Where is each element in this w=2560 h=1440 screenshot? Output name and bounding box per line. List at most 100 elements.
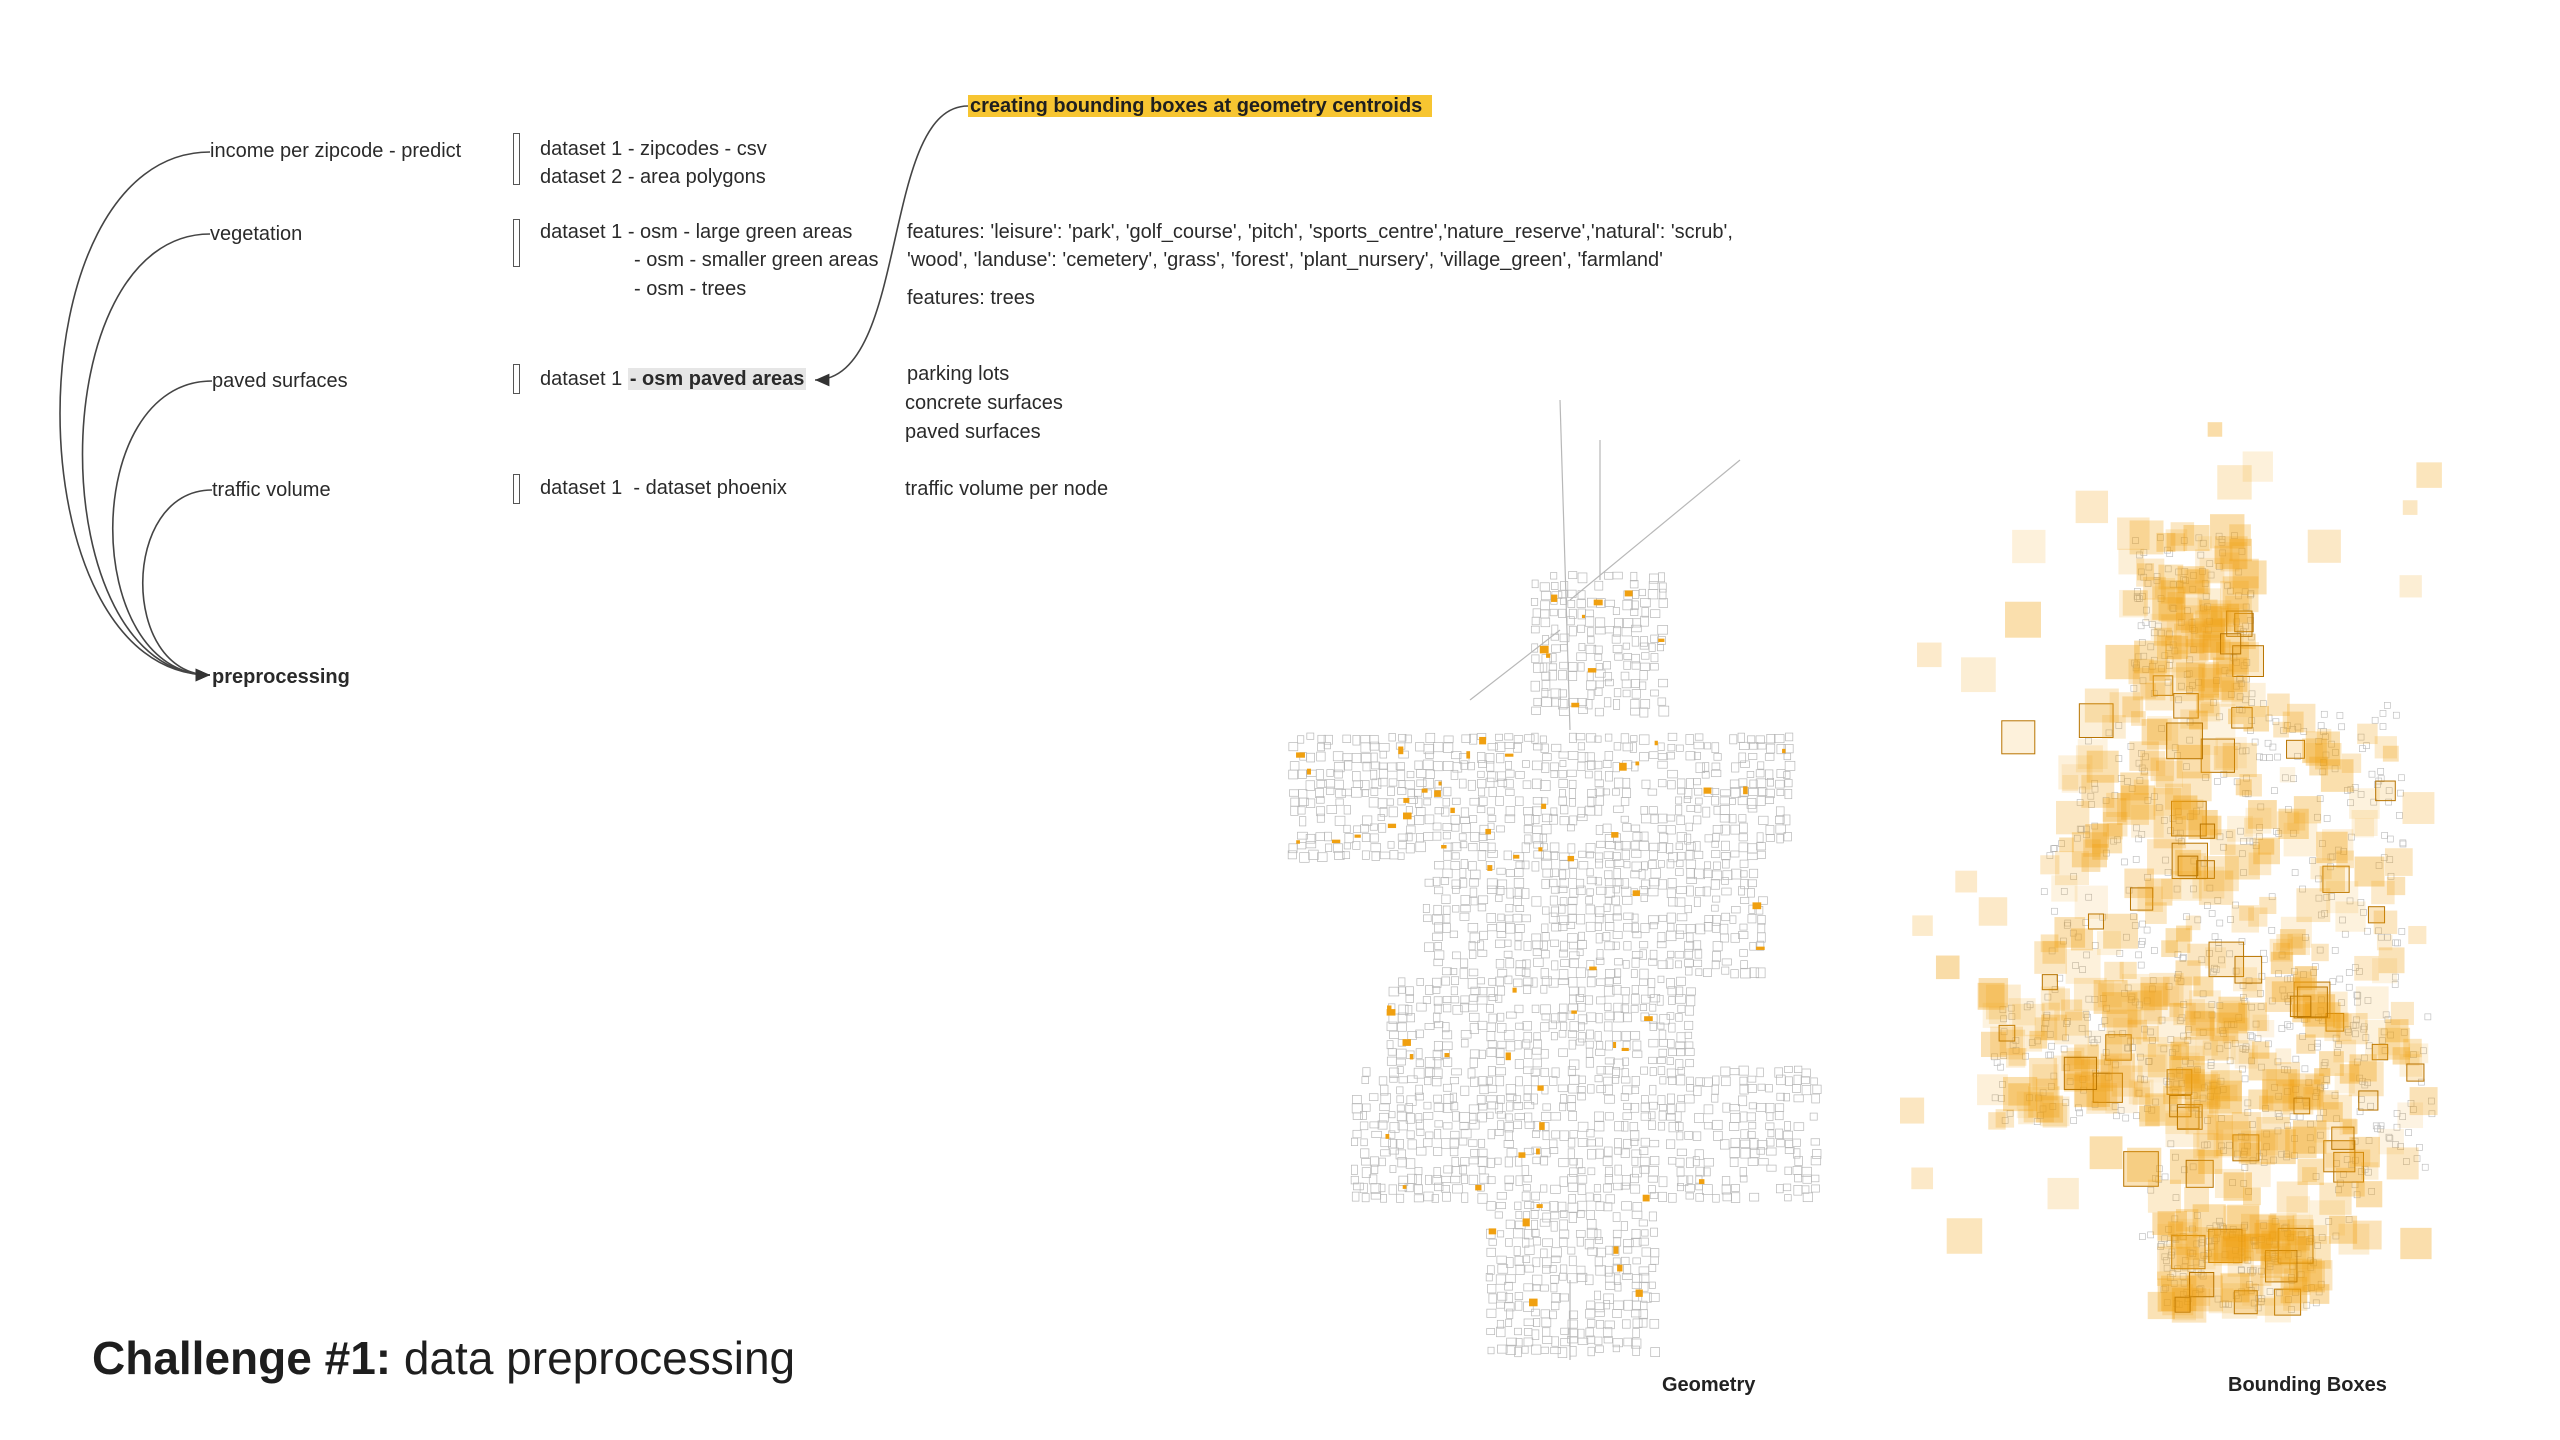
- bounding-box: [2378, 947, 2405, 974]
- street-block: [1722, 859, 1730, 869]
- street-block: [1575, 1230, 1586, 1238]
- bounding-box: [2199, 823, 2216, 839]
- street-block: [1548, 1310, 1557, 1320]
- street-block: [2132, 537, 2139, 544]
- street-block: [1496, 922, 1507, 932]
- street-block: [1495, 733, 1503, 741]
- street-block: [1749, 1192, 1760, 1202]
- street-block: [2218, 538, 2226, 546]
- street-block: [2152, 1098, 2159, 1106]
- street-block: [1605, 1040, 1613, 1051]
- street-block: [1650, 1256, 1659, 1265]
- street-block: [2173, 885, 2181, 893]
- street-block: [1434, 922, 1444, 933]
- street-block: [2248, 1057, 2256, 1065]
- street-block: [2179, 1233, 2187, 1241]
- paved-area-speck: [1485, 828, 1491, 835]
- bounding-box: [2100, 1053, 2135, 1088]
- street-block: [2351, 784, 2359, 791]
- street-block: [1758, 815, 1769, 825]
- dataset-vegetation-2: - osm - smaller green areas: [634, 249, 879, 271]
- street-block: [2245, 977, 2253, 985]
- street-block: [1603, 1293, 1614, 1304]
- street-block: [1522, 1021, 1532, 1031]
- street-block: [2111, 1103, 2119, 1110]
- street-block: [1386, 1021, 1398, 1032]
- street-block: [1630, 571, 1638, 582]
- street-block: [2292, 1085, 2299, 1093]
- street-block: [2133, 1112, 2140, 1120]
- street-block: [1675, 1157, 1685, 1167]
- street-block: [1747, 1084, 1757, 1093]
- bounding-box: [2416, 462, 2442, 488]
- bounding-box: [2201, 606, 2223, 628]
- street-block: [1758, 1158, 1769, 1166]
- street-block: [1722, 870, 1733, 881]
- street-block: [1747, 804, 1758, 813]
- bounding-box: [2025, 1034, 2043, 1052]
- street-block: [1604, 571, 1614, 580]
- bounding-box: [2062, 774, 2079, 791]
- street-block: [1477, 770, 1485, 778]
- street-block: [1494, 1102, 1504, 1114]
- street-block: [2170, 1280, 2178, 1287]
- street-block: [1503, 1030, 1515, 1041]
- street-block: [1541, 950, 1550, 959]
- street-block: [1776, 1184, 1784, 1194]
- bounding-box: [2196, 694, 2220, 717]
- road-line: [1469, 629, 1561, 701]
- bounding-box: [2012, 529, 2046, 564]
- street-block: [1612, 1067, 1620, 1078]
- street-block: [2235, 592, 2242, 600]
- street-block: [1477, 903, 1487, 912]
- street-block: [1631, 849, 1642, 858]
- street-block: [2167, 827, 2175, 835]
- street-block: [1442, 868, 1453, 879]
- street-block: [1766, 1137, 1775, 1147]
- street-block: [1505, 869, 1515, 877]
- bounding-box: [2128, 1079, 2154, 1105]
- street-block: [1533, 957, 1544, 967]
- street-block: [1746, 1112, 1756, 1122]
- street-block: [1316, 813, 1325, 823]
- street-block: [1549, 1201, 1559, 1212]
- street-block: [1674, 951, 1685, 959]
- street-block: [1693, 1085, 1702, 1096]
- street-block: [1748, 904, 1756, 914]
- street-block: [1524, 1121, 1536, 1129]
- street-block: [2321, 910, 2328, 917]
- street-block: [1559, 878, 1570, 888]
- street-block: [1361, 1158, 1371, 1166]
- bounding-box: [2117, 793, 2149, 825]
- street-block: [1629, 1173, 1639, 1184]
- street-block: [2398, 928, 2406, 935]
- street-block: [1576, 885, 1586, 895]
- street-block: [1558, 608, 1567, 618]
- street-block: [2035, 1094, 2042, 1102]
- street-block: [1549, 895, 1558, 906]
- street-block: [1587, 968, 1598, 977]
- bracket-income: [513, 133, 520, 185]
- street-block: [1739, 741, 1750, 750]
- street-block: [2248, 1033, 2256, 1041]
- bounding-box: [2238, 1002, 2267, 1031]
- street-block: [1497, 1120, 1505, 1130]
- street-block: [1720, 789, 1731, 797]
- bounding-box: [2358, 1090, 2379, 1111]
- street-block: [1667, 743, 1676, 752]
- bounding-box: [2192, 1204, 2226, 1238]
- street-block: [1568, 788, 1576, 799]
- street-block: [1477, 752, 1486, 763]
- bounding-box: [2187, 943, 2210, 966]
- street-block: [2240, 1180, 2248, 1187]
- bounding-box: [2406, 1063, 2425, 1082]
- street-block: [1658, 860, 1665, 868]
- bounding-box: [2338, 1223, 2370, 1255]
- street-block: [1504, 1182, 1514, 1191]
- street-block: [1342, 851, 1351, 859]
- street-block: [2193, 1100, 2201, 1107]
- street-block: [1639, 707, 1649, 718]
- bounding-box: [2119, 589, 2147, 618]
- street-block: [1603, 1336, 1613, 1344]
- street-block: [1290, 797, 1300, 807]
